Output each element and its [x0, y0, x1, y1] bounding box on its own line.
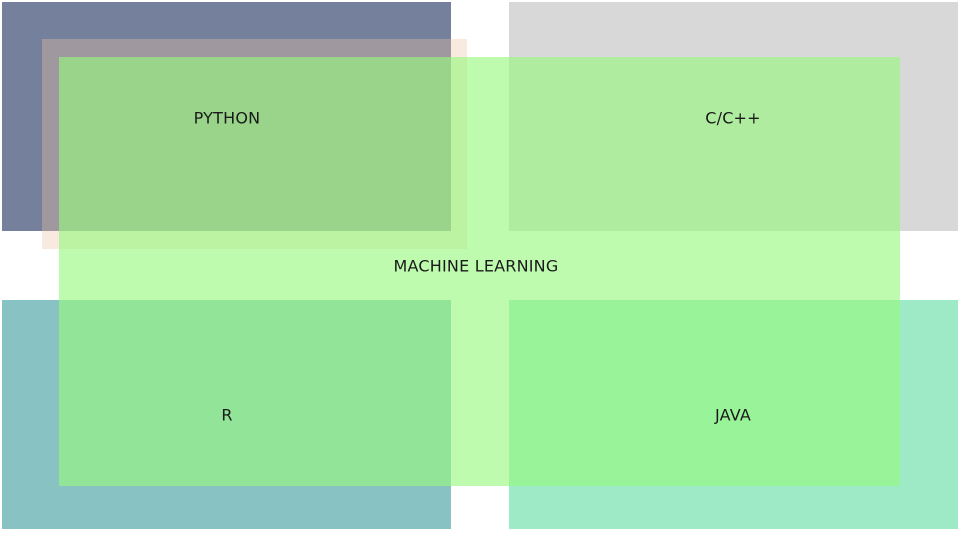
machine-learning-box — [59, 57, 900, 486]
r-label: R — [221, 405, 233, 425]
java-label: JAVA — [714, 405, 752, 425]
python-label: PYTHON — [193, 108, 261, 128]
machine-learning-label: MACHINE LEARNING — [393, 256, 559, 276]
cpp-label: C/C++ — [705, 108, 761, 128]
